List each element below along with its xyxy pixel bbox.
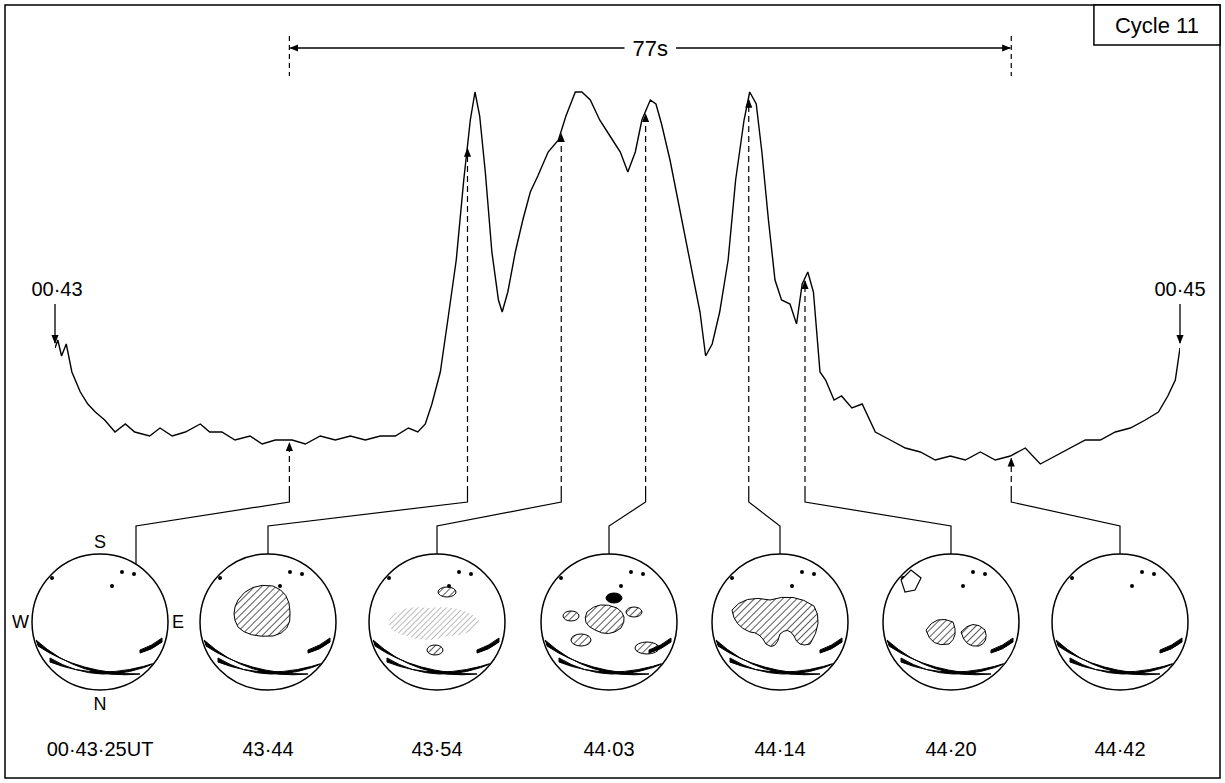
svg-text:44·03: 44·03 (583, 738, 634, 760)
svg-text:N: N (94, 694, 107, 714)
svg-text:00·45: 00·45 (1154, 278, 1205, 300)
svg-text:00·43: 00·43 (31, 278, 82, 300)
svg-text:S: S (94, 532, 106, 552)
svg-text:Cycle 11: Cycle 11 (1115, 13, 1199, 38)
svg-text:44·42: 44·42 (1094, 738, 1145, 760)
svg-text:E: E (172, 612, 184, 632)
svg-text:00·43·25UT: 00·43·25UT (47, 738, 154, 760)
svg-text:44·20: 44·20 (925, 738, 976, 760)
svg-text:43·44: 43·44 (242, 738, 293, 760)
svg-text:W: W (12, 612, 29, 632)
svg-text:44·14: 44·14 (754, 738, 805, 760)
svg-text:43·54: 43·54 (411, 738, 462, 760)
svg-text:77s: 77s (633, 36, 668, 61)
